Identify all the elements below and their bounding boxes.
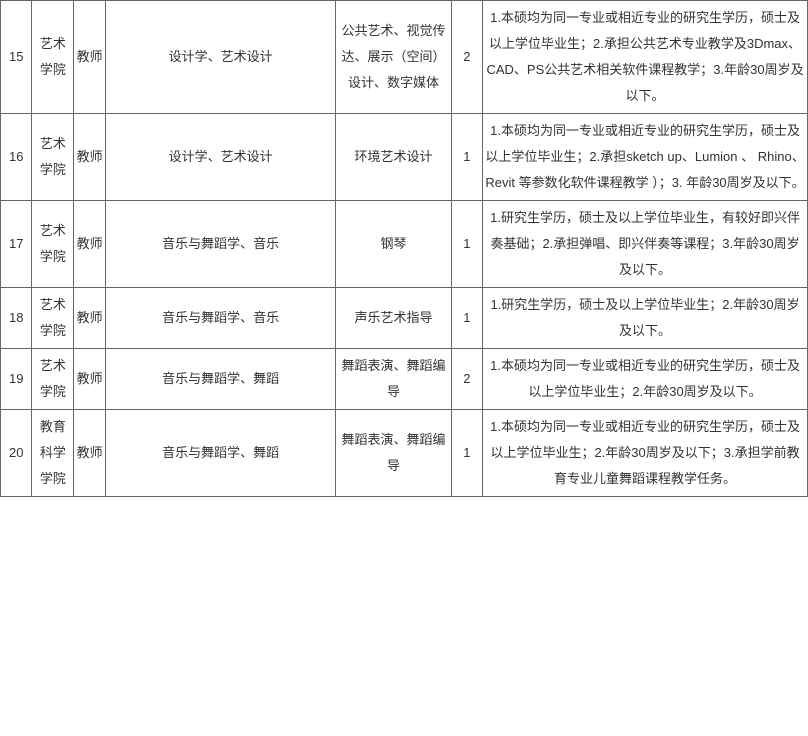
job-table: 15艺术学院教师设计学、艺术设计公共艺术、视觉传达、展示（空间）设计、数字媒体2…	[0, 0, 808, 497]
row-dept: 艺术学院	[32, 288, 74, 349]
row-pos: 教师	[74, 201, 105, 288]
row-dir: 声乐艺术指导	[336, 288, 451, 349]
row-dept: 艺术学院	[32, 1, 74, 114]
row-dir: 钢琴	[336, 201, 451, 288]
row-dir: 舞蹈表演、舞蹈编导	[336, 349, 451, 410]
row-req: 1.本硕均为同一专业或相近专业的研究生学历，硕士及以上学位毕业生；2.承担ske…	[483, 114, 808, 201]
row-id: 16	[1, 114, 32, 201]
row-pos: 教师	[74, 288, 105, 349]
row-major: 设计学、艺术设计	[105, 114, 336, 201]
row-pos: 教师	[74, 1, 105, 114]
row-num: 2	[451, 1, 482, 114]
row-dept: 教育科学学院	[32, 410, 74, 497]
table-row: 15艺术学院教师设计学、艺术设计公共艺术、视觉传达、展示（空间）设计、数字媒体2…	[1, 1, 808, 114]
row-req: 1.研究生学历，硕士及以上学位毕业生；2.年龄30周岁及以下。	[483, 288, 808, 349]
row-pos: 教师	[74, 410, 105, 497]
row-num: 1	[451, 410, 482, 497]
row-req: 1.本硕均为同一专业或相近专业的研究生学历，硕士及以上学位毕业生；2.年龄30周…	[483, 410, 808, 497]
table-row: 17艺术学院教师音乐与舞蹈学、音乐钢琴11.研究生学历，硕士及以上学位毕业生，有…	[1, 201, 808, 288]
row-num: 1	[451, 114, 482, 201]
row-id: 20	[1, 410, 32, 497]
row-pos: 教师	[74, 349, 105, 410]
row-req: 1.本硕均为同一专业或相近专业的研究生学历，硕士及以上学位毕业生；2.年龄30周…	[483, 349, 808, 410]
row-dir: 环境艺术设计	[336, 114, 451, 201]
row-num: 1	[451, 201, 482, 288]
row-num: 1	[451, 288, 482, 349]
row-major: 音乐与舞蹈学、音乐	[105, 288, 336, 349]
row-id: 15	[1, 1, 32, 114]
row-id: 18	[1, 288, 32, 349]
table-row: 19艺术学院教师音乐与舞蹈学、舞蹈舞蹈表演、舞蹈编导21.本硕均为同一专业或相近…	[1, 349, 808, 410]
row-major: 音乐与舞蹈学、音乐	[105, 201, 336, 288]
table-row: 20教育科学学院教师音乐与舞蹈学、舞蹈舞蹈表演、舞蹈编导11.本硕均为同一专业或…	[1, 410, 808, 497]
row-num: 2	[451, 349, 482, 410]
table-row: 18艺术学院教师音乐与舞蹈学、音乐声乐艺术指导11.研究生学历，硕士及以上学位毕…	[1, 288, 808, 349]
row-dept: 艺术学院	[32, 349, 74, 410]
row-id: 17	[1, 201, 32, 288]
row-req: 1.本硕均为同一专业或相近专业的研究生学历，硕士及以上学位毕业生；2.承担公共艺…	[483, 1, 808, 114]
row-dept: 艺术学院	[32, 201, 74, 288]
row-major: 音乐与舞蹈学、舞蹈	[105, 410, 336, 497]
row-dir: 舞蹈表演、舞蹈编导	[336, 410, 451, 497]
row-major: 设计学、艺术设计	[105, 1, 336, 114]
row-major: 音乐与舞蹈学、舞蹈	[105, 349, 336, 410]
row-dept: 艺术学院	[32, 114, 74, 201]
row-id: 19	[1, 349, 32, 410]
row-pos: 教师	[74, 114, 105, 201]
table-row: 16艺术学院教师设计学、艺术设计环境艺术设计11.本硕均为同一专业或相近专业的研…	[1, 114, 808, 201]
row-dir: 公共艺术、视觉传达、展示（空间）设计、数字媒体	[336, 1, 451, 114]
row-req: 1.研究生学历，硕士及以上学位毕业生，有较好即兴伴奏基础；2.承担弹唱、即兴伴奏…	[483, 201, 808, 288]
